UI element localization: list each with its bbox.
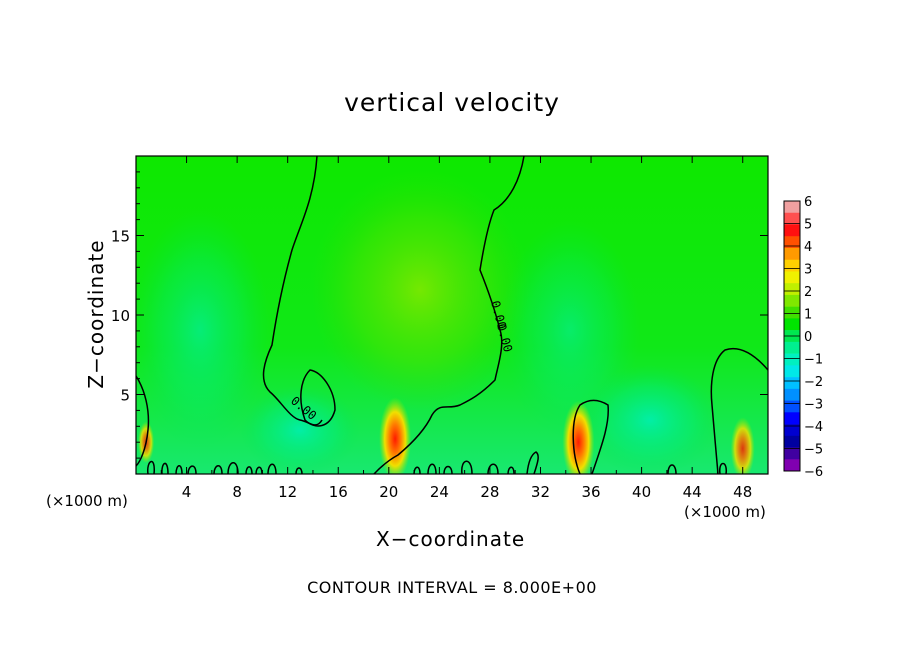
- colorbar-label: 4: [804, 240, 812, 255]
- colorbar-label: 0: [804, 330, 812, 345]
- colorbar-swatch: [784, 259, 800, 272]
- x-tick-label: 4: [182, 483, 192, 501]
- downdraft-region: [580, 365, 720, 474]
- x-tick-label: 28: [480, 483, 499, 501]
- x-tick-label: 36: [581, 483, 600, 501]
- colorbar-swatch: [784, 201, 800, 214]
- colorbar-label: −6: [804, 465, 823, 480]
- x-tick-label: 12: [278, 483, 297, 501]
- x-unit-label-right: (×1000 m): [684, 503, 766, 521]
- x-tick-label: 40: [632, 483, 651, 501]
- colorbar-swatch: [784, 247, 800, 260]
- colorbar-swatch: [784, 365, 800, 378]
- colorbar-label: −2: [804, 375, 823, 390]
- contour-interval-note: CONTOUR INTERVAL = 8.000E+00: [307, 578, 597, 597]
- colorbar-swatch: [784, 212, 800, 225]
- colorbar-swatch: [784, 459, 800, 472]
- colorbar-label: 5: [804, 218, 812, 233]
- updraft-core-0: [379, 397, 412, 474]
- colorbar-swatch: [784, 388, 800, 401]
- colorbar-swatch: [784, 306, 800, 319]
- colorbar-swatch: [784, 435, 800, 448]
- colorbar-label: 1: [804, 308, 812, 323]
- colorbar-swatch: [784, 294, 800, 307]
- y-tick-label: 5: [120, 387, 130, 405]
- downdraft-region: [240, 385, 360, 474]
- colorbar-swatch: [784, 283, 800, 296]
- downdraft-region: [136, 210, 270, 450]
- colorbar-label: −3: [804, 398, 823, 413]
- x-tick-label: 8: [232, 483, 242, 501]
- colorbar-swatch: [784, 424, 800, 437]
- x-unit-label-left: (×1000 m): [46, 492, 128, 510]
- colorbar-swatch: [784, 353, 800, 366]
- colorbar-swatch: [784, 224, 800, 237]
- x-tick-label: 32: [531, 483, 550, 501]
- colorbar-label: 6: [804, 195, 812, 210]
- colorbar-label: −5: [804, 443, 823, 458]
- colorbar-label: −1: [804, 353, 823, 368]
- colorbar-swatch: [784, 318, 800, 331]
- colorbar-swatch: [784, 447, 800, 460]
- x-tick-label: 48: [733, 483, 752, 501]
- updraft-core-1: [562, 400, 595, 474]
- colorbar-label: 3: [804, 263, 812, 278]
- x-tick-label: 16: [329, 483, 348, 501]
- colorbar-swatch: [784, 271, 800, 284]
- updraft-core-2: [730, 417, 755, 474]
- colorbar-swatch: [784, 412, 800, 425]
- updraft-plume: [310, 170, 530, 410]
- y-tick-label: 10: [111, 307, 130, 325]
- y-tick-label: 15: [111, 228, 130, 246]
- colorbar-swatch: [784, 341, 800, 354]
- colorbar-swatch: [784, 236, 800, 249]
- colorbar-label: 2: [804, 285, 812, 300]
- x-axis-label: X−coordinate: [376, 527, 526, 551]
- x-tick-label: 24: [430, 483, 449, 501]
- x-tick-label: 44: [683, 483, 702, 501]
- x-tick-label: 20: [379, 483, 398, 501]
- colorbar-swatch: [784, 377, 800, 390]
- colorbar-label: −4: [804, 420, 823, 435]
- chart-title: vertical velocity: [344, 88, 560, 117]
- colorbar-swatch: [784, 400, 800, 413]
